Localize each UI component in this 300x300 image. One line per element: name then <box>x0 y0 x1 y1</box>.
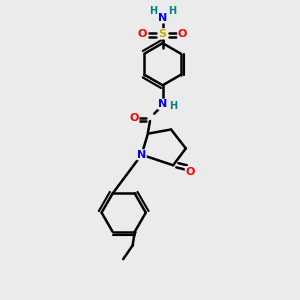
Text: O: O <box>178 29 187 39</box>
Text: O: O <box>130 113 139 123</box>
Text: O: O <box>138 29 147 39</box>
Text: N: N <box>158 99 167 109</box>
Text: S: S <box>159 29 167 39</box>
Text: O: O <box>185 167 195 177</box>
Text: N: N <box>158 13 167 23</box>
Text: H: H <box>149 5 157 16</box>
Text: H: H <box>168 5 176 16</box>
Text: H: H <box>169 101 177 111</box>
Text: N: N <box>137 150 146 160</box>
